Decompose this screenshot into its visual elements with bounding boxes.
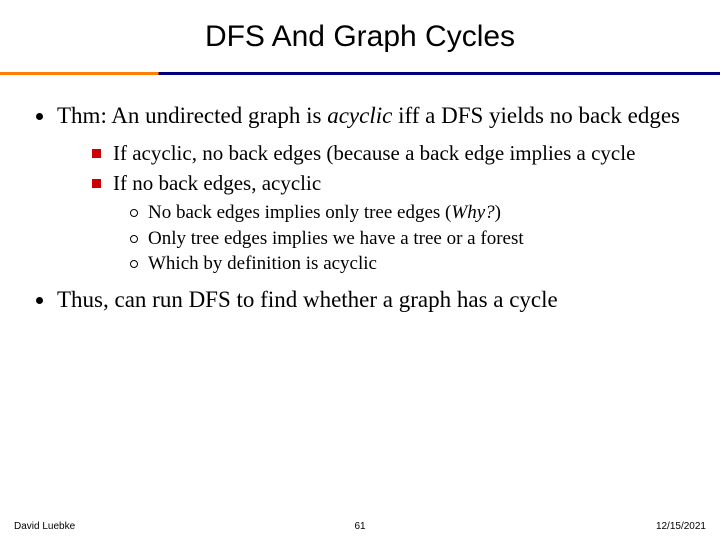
circle-bullet-icon [130,235,138,243]
bullet-level2: If no back edges, acyclic [92,170,684,197]
sub-bullets: If acyclic, no back edges (because a bac… [36,140,684,277]
text-part: iff a DFS yields no back edges [392,103,680,128]
subsub-text: No back edges implies only tree edges (W… [148,201,501,226]
bullet-level3: Only tree edges implies we have a tree o… [130,227,684,252]
theorem-text: Thm: An undirected graph is acyclic iff … [57,101,680,130]
bullet-level1: Thm: An undirected graph is acyclic iff … [36,101,684,130]
square-bullet-icon [92,149,101,158]
circle-bullet-icon [130,260,138,268]
subsub-bullets: No back edges implies only tree edges (W… [92,201,684,277]
footer-page-number: 61 [354,521,365,532]
text-part: No back edges implies only tree edges ( [148,202,451,223]
sub-text: If no back edges, acyclic [113,170,321,197]
bullet-level3: No back edges implies only tree edges (W… [130,201,684,226]
text-italic: acyclic [327,103,392,128]
square-bullet-icon [92,179,101,188]
slide-title: DFS And Graph Cycles [0,20,720,54]
bullet-level3: Which by definition is acyclic [130,252,684,277]
bullet-level2: If acyclic, no back edges (because a bac… [92,140,684,167]
subsub-text: Only tree edges implies we have a tree o… [148,227,524,252]
slide-content: Thm: An undirected graph is acyclic iff … [0,101,720,315]
slide: DFS And Graph Cycles Thm: An undirected … [0,0,720,540]
circle-bullet-icon [130,209,138,217]
disc-bullet-icon [36,113,43,120]
disc-bullet-icon [36,297,43,304]
subsub-text: Which by definition is acyclic [148,252,377,277]
conclusion-text: Thus, can run DFS to find whether a grap… [57,285,558,314]
text-part: Thm: An undirected graph is [57,103,327,128]
footer-author: David Luebke [14,521,75,532]
divider-bar [0,72,720,75]
text-part: ) [495,202,501,223]
text-italic: Why? [451,202,494,223]
footer-date: 12/15/2021 [656,521,706,532]
bullet-level1: Thus, can run DFS to find whether a grap… [36,285,684,314]
sub-text: If acyclic, no back edges (because a bac… [113,140,635,167]
